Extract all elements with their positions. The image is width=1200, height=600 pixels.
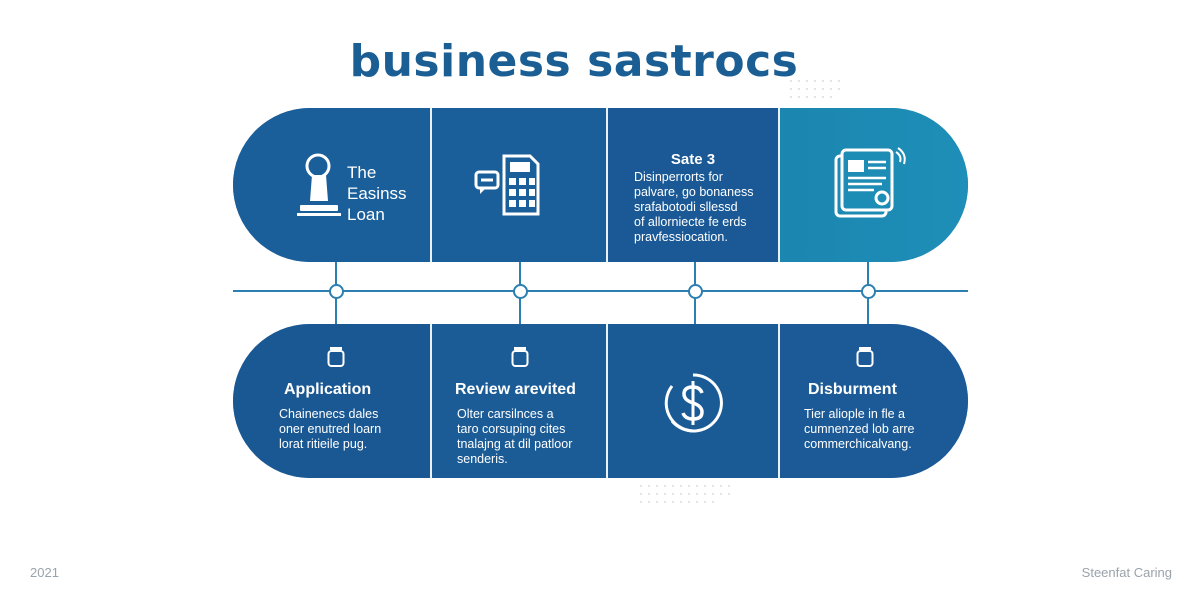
footer-brand: Steenfat Caring (1081, 565, 1172, 580)
band-divider (430, 324, 432, 478)
stamp-icon (297, 153, 341, 216)
bottom-step-2: Review arevited Olter carsilnces a taro … (432, 324, 606, 478)
band-divider (606, 324, 608, 478)
dot-pattern-top-right (790, 80, 890, 104)
review-description: Olter carsilnces a taro corsuping cites … (457, 407, 573, 466)
band-divider (430, 108, 432, 262)
review-heading: Review arevited (455, 381, 576, 398)
jar-icon (327, 347, 345, 367)
timeline-node (861, 284, 876, 299)
jar-icon (511, 347, 529, 367)
timeline-node (329, 284, 344, 299)
bottom-step-4: Disburment Tier aliople in fle a cumnenz… (780, 324, 968, 478)
band-divider (778, 324, 780, 478)
bottom-process-band: Application Chainenecs dales oner enutre… (233, 324, 968, 478)
top-process-band: The Easinss Loan Sate 3 Disinperrorts fo… (233, 108, 968, 262)
dollar-coin-icon (664, 373, 723, 433)
page-title: business sastrocs (349, 36, 799, 87)
step-3-heading: Sate 3 (670, 151, 716, 168)
step-3-description: Disinperrorts for palvare, go bonaness s… (634, 170, 754, 244)
top-step-4 (780, 108, 968, 262)
disbursement-heading: Disburment (808, 381, 897, 398)
dot-pattern-bottom-center (640, 485, 750, 515)
top-step-3: Sate 3 Disinperrorts for palvare, go bon… (608, 108, 778, 262)
footer-year: 2021 (30, 565, 59, 580)
band-divider (606, 108, 608, 262)
bottom-step-1: Application Chainenecs dales oner enutre… (233, 324, 430, 478)
chat-calculator-icon (474, 154, 540, 216)
jar-icon (856, 347, 874, 367)
timeline-node (688, 284, 703, 299)
document-tablet-icon (834, 147, 906, 218)
application-description: Chainenecs dales oner enutred loarn lora… (279, 407, 382, 451)
timeline-node (513, 284, 528, 299)
disbursement-description: Tier aliople in fle a cumnenzed lob arre… (804, 407, 915, 451)
bottom-step-3 (608, 324, 778, 478)
application-heading: Application (284, 381, 372, 398)
band-divider (778, 108, 780, 262)
step-1-label: The Easinss Loan (347, 163, 407, 224)
timeline-line (233, 290, 968, 292)
top-step-1: The Easinss Loan (233, 108, 430, 262)
top-step-2 (432, 108, 606, 262)
